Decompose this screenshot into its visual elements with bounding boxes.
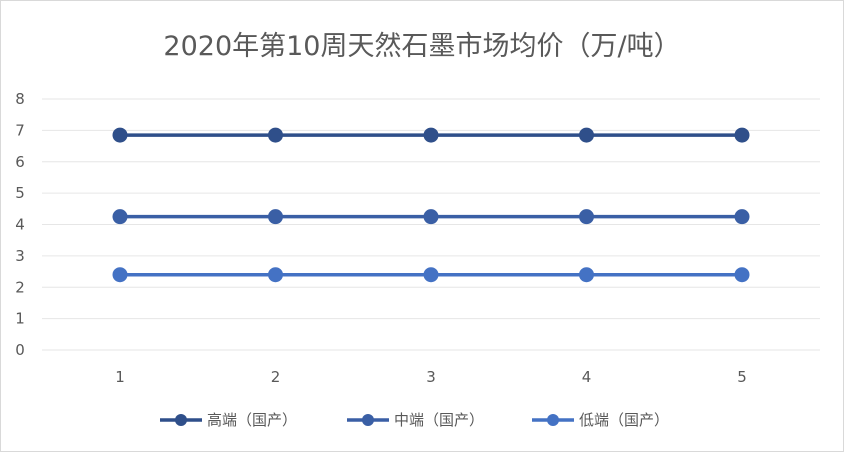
data-point xyxy=(579,209,594,225)
data-point xyxy=(423,209,439,225)
data-point xyxy=(112,209,128,225)
data-point xyxy=(268,267,283,283)
y-tick-label: 8 xyxy=(15,90,25,108)
series-group xyxy=(112,127,750,283)
data-point xyxy=(112,267,128,283)
x-tick-label: 5 xyxy=(737,368,747,386)
y-tick-label: 6 xyxy=(15,153,25,171)
legend-marker xyxy=(362,414,374,426)
y-tick-label: 7 xyxy=(15,121,25,139)
data-point xyxy=(268,209,283,225)
x-tick-label: 1 xyxy=(115,368,125,386)
legend-marker xyxy=(547,414,559,426)
legend-marker xyxy=(175,414,187,426)
y-tick-label: 3 xyxy=(15,247,25,265)
legend-item-1: 高端（国产） xyxy=(160,411,297,429)
legend-item-3: 低端（国产） xyxy=(532,411,669,429)
gridlines xyxy=(42,98,820,351)
x-tick-label: 4 xyxy=(582,368,592,386)
legend-label: 高端（国产） xyxy=(207,411,297,429)
y-tick-label: 4 xyxy=(15,216,25,234)
y-tick-label: 0 xyxy=(15,341,25,359)
legend-item-2: 中端（国产） xyxy=(347,411,484,429)
data-point xyxy=(734,127,750,143)
series-3 xyxy=(112,267,750,283)
data-point xyxy=(112,127,128,143)
data-point xyxy=(579,267,594,283)
legend: 高端（国产） 中端（国产） 低端（国产） xyxy=(160,411,669,429)
data-point xyxy=(423,127,439,143)
y-tick-label: 1 xyxy=(15,310,25,328)
y-tick-label: 5 xyxy=(15,184,25,202)
data-point xyxy=(579,127,594,143)
x-tick-label: 2 xyxy=(271,368,281,386)
legend-label: 中端（国产） xyxy=(394,411,484,429)
data-point xyxy=(734,209,750,225)
data-point xyxy=(423,267,439,283)
series-2 xyxy=(112,209,750,225)
x-tick-label: 3 xyxy=(426,368,436,386)
y-axis-ticks: 0 1 2 3 4 5 6 7 8 xyxy=(15,90,25,359)
series-1 xyxy=(112,127,750,143)
chart-title: 2020年第10周天然石墨市场均价（万/吨） xyxy=(163,31,681,62)
data-point xyxy=(268,127,283,143)
x-axis-ticks: 1 2 3 4 5 xyxy=(115,368,747,386)
legend-label: 低端（国产） xyxy=(579,411,669,429)
y-tick-label: 2 xyxy=(15,278,25,296)
data-point xyxy=(734,267,750,283)
